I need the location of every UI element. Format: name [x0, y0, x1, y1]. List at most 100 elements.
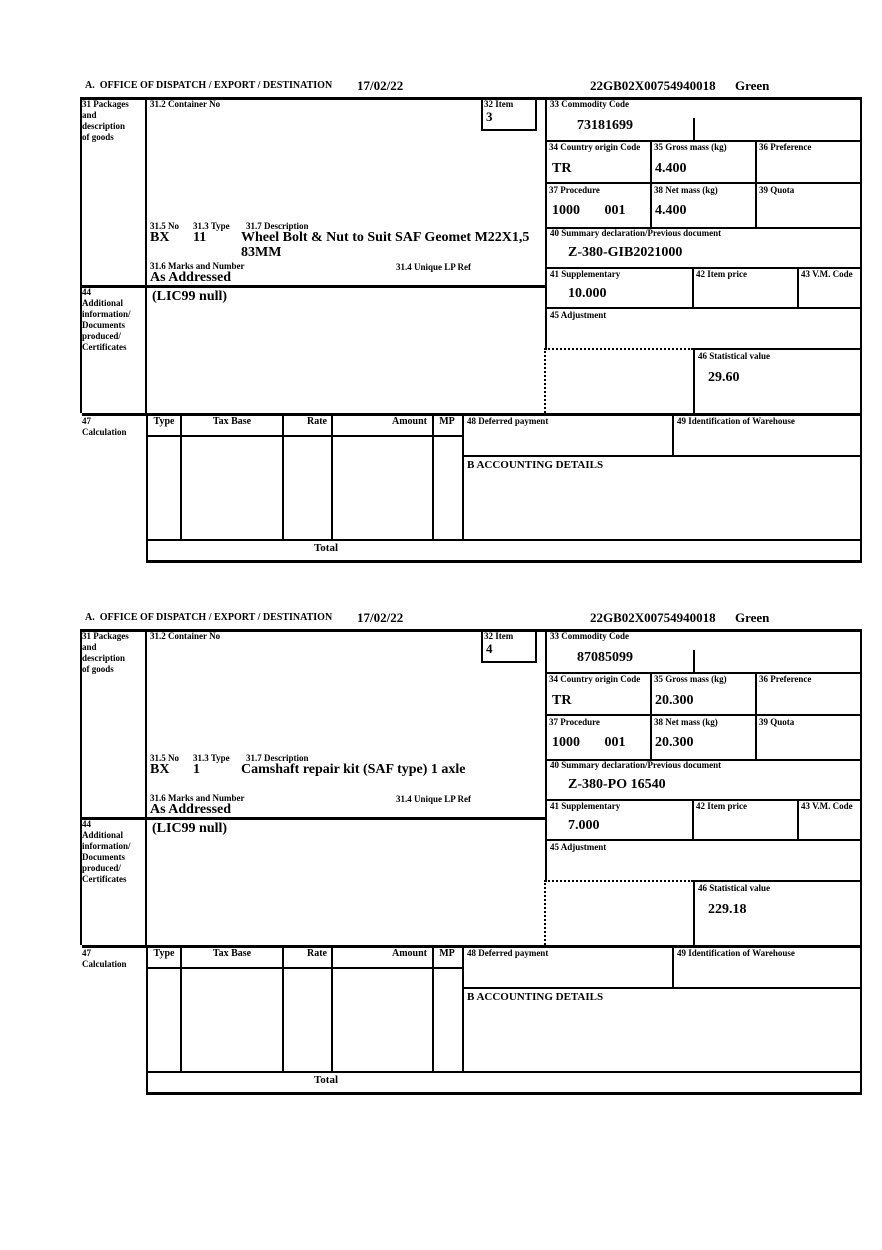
statistical-value: 229.18 — [708, 902, 747, 917]
entry-number: 22GB02X00754940018 — [590, 610, 716, 625]
procedure-value: 1000 001 — [552, 203, 626, 218]
supplementary-label: 41 Supplementary — [550, 269, 621, 279]
marks-label: 31.6 Marks and Number — [150, 261, 245, 271]
commodity-code-value: 87085099 — [577, 650, 633, 665]
column-header-amount: Amount — [391, 416, 427, 427]
grid-line-right — [860, 97, 862, 563]
marks-label: 31.6 Marks and Number — [150, 793, 245, 803]
label-column-divider — [145, 97, 147, 413]
summary-declaration-label: 40 Summary declaration/Previous document — [550, 228, 722, 238]
procedure-label: 37 Procedure — [549, 717, 600, 727]
grid-line-top — [80, 97, 862, 100]
supplementary-value: 10.000 — [568, 286, 607, 301]
accounting-details-label: B ACCOUNTING DETAILS — [467, 991, 604, 1003]
warehouse-id-label: 49 Identification of Warehouse — [677, 948, 795, 958]
table-col-line — [331, 945, 333, 1071]
box42-43-divider — [797, 799, 799, 839]
additional-info-value: (LIC99 null) — [152, 289, 228, 304]
declaration-item-section: A. OFFICE OF DISPATCH / EXPORT / DESTINA… — [80, 78, 864, 564]
table-col-line — [180, 945, 182, 1071]
package-type-value: 11 — [193, 230, 207, 245]
quota-label: 39 Quota — [759, 717, 795, 727]
deferred-payment-label: 48 Deferred payment — [467, 416, 549, 426]
column-header-tax-base: Tax Base — [212, 948, 252, 959]
accounting-details-label: B ACCOUNTING DETAILS — [467, 459, 604, 471]
box48-bottom-line — [462, 987, 862, 989]
column-header-type: Type — [153, 416, 175, 427]
box40-bottom-line — [545, 267, 862, 269]
commodity-code-label: 33 Commodity Code — [550, 631, 629, 641]
country-origin-label: 34 Country origin Code — [549, 674, 641, 684]
container-no-label: 31.2 Container No — [150, 631, 221, 641]
supplementary-value: 7.000 — [568, 818, 600, 833]
routing-indicator: Green — [735, 78, 770, 93]
country-origin-value: TR — [552, 161, 572, 176]
box31-label: 31 Packages and description of goods — [82, 99, 129, 142]
grid-line-left — [80, 97, 82, 413]
item-price-label: 42 Item price — [696, 801, 747, 811]
description-label: 31.7 Description — [246, 753, 309, 763]
box46-top-line — [693, 880, 862, 882]
declaration-date: 17/02/22 — [357, 78, 404, 93]
box41-42-divider — [692, 267, 694, 307]
grid-line-left — [80, 629, 82, 945]
commodity-code-label: 33 Commodity Code — [550, 99, 629, 109]
table-right-line — [462, 413, 464, 539]
gross-mass-label: 35 Gross mass (kg) — [654, 674, 727, 684]
box44-label: 44 Additional information/ Documents pro… — [82, 287, 131, 352]
box31-box44-divider — [80, 285, 547, 288]
box33-bottom-line — [545, 140, 862, 142]
table-header-line — [146, 967, 464, 969]
supplementary-label: 41 Supplementary — [550, 801, 621, 811]
dotted-vertical-line — [544, 880, 546, 945]
box31-box44-divider — [80, 817, 547, 820]
summary-declaration-value: Z-380-GIB2021000 — [568, 245, 683, 260]
description-label: 31.7 Description — [246, 221, 309, 231]
deferred-payment-label: 48 Deferred payment — [467, 948, 549, 958]
net-mass-value: 4.400 — [655, 203, 687, 218]
net-mass-value: 20.300 — [655, 735, 694, 750]
column-header-mp: MP — [439, 416, 455, 427]
summary-declaration-value: Z-380-PO 16540 — [568, 777, 666, 792]
table-col-line — [432, 413, 434, 539]
warehouse-id-label: 49 Identification of Warehouse — [677, 416, 795, 426]
box44-box47-divider — [82, 413, 862, 416]
box33-tick-line — [693, 650, 695, 672]
package-type-value: 1 — [193, 762, 200, 777]
box33-bottom-line — [545, 672, 862, 674]
table-left-line — [146, 945, 148, 1092]
box48-49-divider — [672, 945, 674, 987]
table-header-line — [146, 435, 464, 437]
vm-code-label: 43 V.M. Code — [801, 801, 853, 811]
grid-line-right — [860, 629, 862, 1095]
gross-mass-value: 4.400 — [655, 161, 687, 176]
statistical-value-label: 46 Statistical value — [698, 883, 770, 893]
item-price-label: 42 Item price — [696, 269, 747, 279]
preference-label: 36 Preference — [759, 674, 812, 684]
package-no-value: BX — [150, 230, 170, 245]
box47-label: 47 Calculation — [82, 416, 127, 437]
label-column-divider — [145, 629, 147, 945]
gross-mass-label: 35 Gross mass (kg) — [654, 142, 727, 152]
grid-line-bottom — [146, 1092, 862, 1095]
country-origin-value: TR — [552, 693, 572, 708]
procedure-label: 37 Procedure — [549, 185, 600, 195]
routing-indicator: Green — [735, 610, 770, 625]
item-number-label: 32 Item — [484, 631, 514, 641]
procedure-value: 1000 001 — [552, 735, 626, 750]
right-area-divider — [545, 629, 547, 880]
table-col-line — [180, 413, 182, 539]
package-no-label: 31.5 No — [150, 221, 179, 231]
item-number-value: 4 — [486, 641, 493, 656]
grid-line-top — [80, 629, 862, 632]
column-header-tax-base: Tax Base — [212, 416, 252, 427]
box37-bottom-line — [545, 759, 862, 761]
box44-box47-divider — [82, 945, 862, 948]
box41-bottom-line — [545, 307, 862, 309]
column-header-rate: Rate — [307, 948, 327, 959]
vm-code-label: 43 V.M. Code — [801, 269, 853, 279]
preference-label: 36 Preference — [759, 142, 812, 152]
box33-tick-line — [693, 118, 695, 140]
adjustment-label: 45 Adjustment — [550, 310, 607, 320]
additional-info-value: (LIC99 null) — [152, 821, 228, 836]
